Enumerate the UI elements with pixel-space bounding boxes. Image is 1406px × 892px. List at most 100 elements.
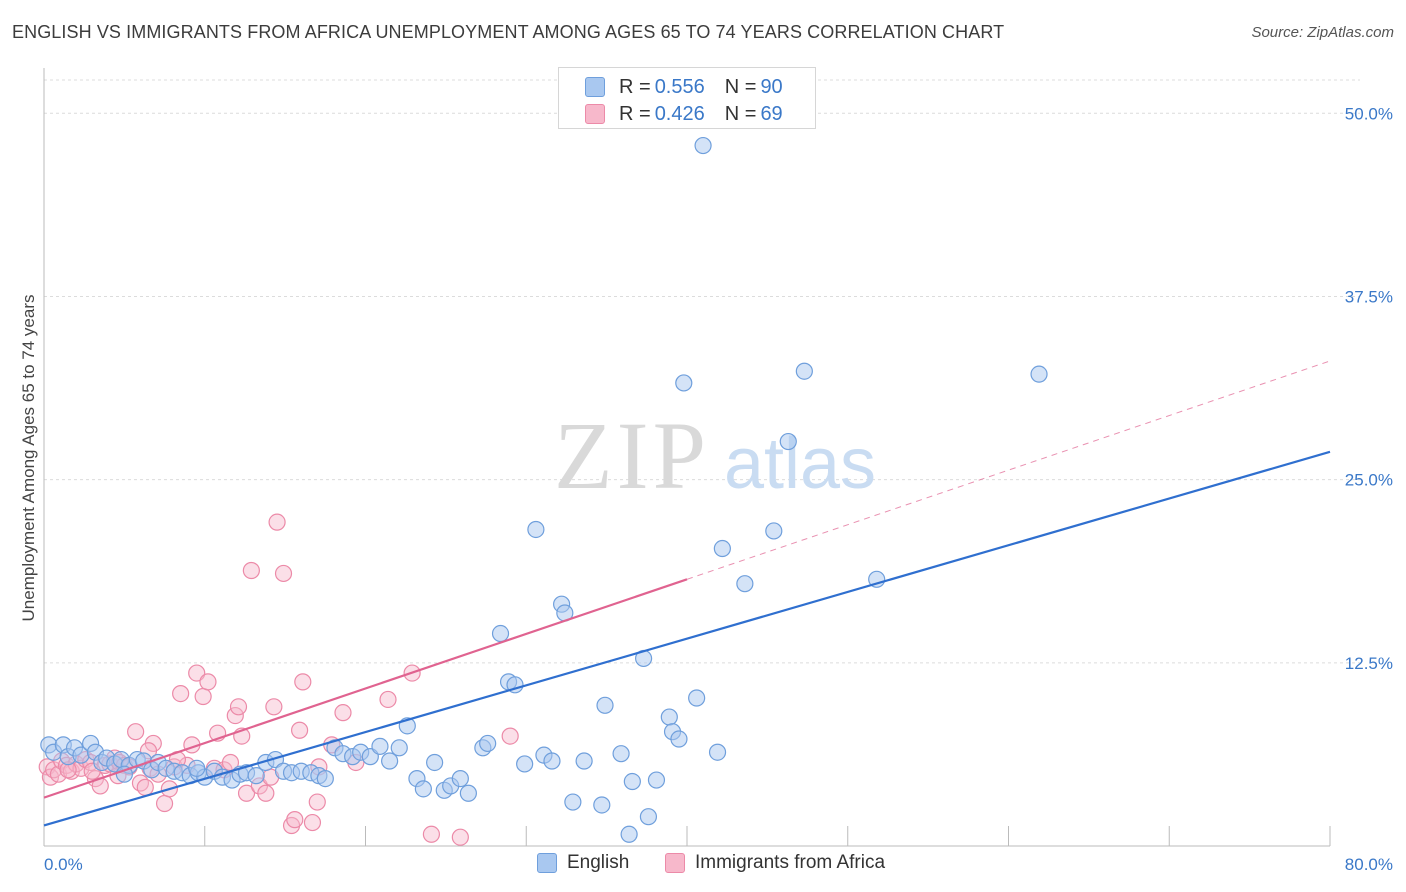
africa-point <box>229 698 248 716</box>
english-point <box>564 793 582 811</box>
africa-point <box>172 684 190 703</box>
english-point <box>188 759 206 777</box>
africa-point <box>422 825 441 843</box>
correlation-legend: R = 0.556 N = 90 R = 0.426 N = 69 <box>558 67 816 129</box>
africa-point <box>257 784 275 802</box>
english-point <box>647 771 666 789</box>
africa-point <box>226 706 244 725</box>
legend-n-value: 69 <box>760 102 783 125</box>
english-point <box>694 136 712 155</box>
y-tick-label: 25.0% <box>1345 471 1393 490</box>
legend-n-value: 90 <box>760 75 783 98</box>
africa-point <box>274 564 293 583</box>
legend-item-africa: Immigrants from Africa <box>665 852 885 874</box>
grid-lines <box>44 79 1360 664</box>
legend-swatch-africa <box>665 853 685 873</box>
africa-point <box>155 794 174 813</box>
english-point <box>459 784 477 802</box>
chart-title: ENGLISH VS IMMIGRANTS FROM AFRICA UNEMPL… <box>12 22 1005 42</box>
y-tick-label: 12.5% <box>1345 654 1393 673</box>
trend-lines <box>43 360 1331 827</box>
africa-point <box>136 778 154 796</box>
africa-point <box>265 698 283 716</box>
africa-points <box>38 513 519 846</box>
africa-point <box>501 727 519 745</box>
english-point <box>736 575 754 593</box>
legend-row-english: R = 0.556 N = 90 <box>585 75 783 99</box>
africa-trend-line <box>43 578 688 799</box>
english-point <box>390 739 408 757</box>
english-point <box>381 752 399 770</box>
english-point <box>593 796 611 814</box>
english-point <box>451 769 469 788</box>
english-point <box>795 362 813 380</box>
legend-swatch-africa <box>585 104 605 124</box>
africa-point <box>308 793 326 811</box>
english-point <box>639 808 658 826</box>
english-point <box>660 708 678 726</box>
english-point <box>575 752 593 770</box>
english-point <box>765 522 783 540</box>
source-label: Source: ZipAtlas.com <box>1251 24 1394 41</box>
legend-r-label: R = <box>619 102 651 125</box>
africa-point <box>199 673 217 691</box>
legend-n-label: N = <box>724 75 757 98</box>
africa-point <box>268 513 286 531</box>
english-point <box>688 689 706 707</box>
y-tick-label: 50.0% <box>1345 104 1393 123</box>
africa-point <box>242 561 260 580</box>
series-legend: English Immigrants from Africa <box>0 852 1406 878</box>
english-point <box>414 780 432 798</box>
english-point <box>596 696 614 714</box>
english-point <box>316 769 334 788</box>
legend-label-africa: Immigrants from Africa <box>695 852 886 873</box>
legend-r-label: R = <box>619 75 651 98</box>
legend-r-value: 0.556 <box>654 75 705 98</box>
watermark: ZIP atlas <box>554 402 876 509</box>
y-tick-label: 37.5% <box>1345 287 1393 306</box>
x-tick-label: 0.0% <box>44 855 83 874</box>
legend-item-english: English <box>537 852 629 874</box>
english-point <box>371 737 389 755</box>
english-point <box>779 432 797 451</box>
africa-point <box>290 721 309 739</box>
africa-trend-extension <box>686 360 1331 580</box>
africa-point <box>303 813 322 832</box>
english-point <box>543 752 561 770</box>
x-tick-label: 80.0% <box>1345 855 1393 874</box>
africa-point <box>294 673 312 691</box>
english-point <box>247 767 265 785</box>
english-point <box>708 743 727 761</box>
watermark-zip: ZIP <box>554 402 710 509</box>
english-point <box>620 825 638 843</box>
africa-point <box>237 784 256 802</box>
legend-r-value: 0.426 <box>654 102 705 125</box>
africa-point <box>451 828 469 846</box>
english-point <box>426 753 444 772</box>
axes <box>43 68 1331 847</box>
legend-swatch-english <box>537 853 557 873</box>
english-point <box>623 772 641 791</box>
english-point <box>516 755 534 773</box>
watermark-atlas: atlas <box>724 424 876 504</box>
english-points <box>40 136 1048 843</box>
english-point <box>527 520 545 539</box>
africa-point <box>286 811 304 829</box>
africa-point <box>379 690 397 709</box>
africa-point <box>127 723 145 741</box>
legend-label-english: English <box>567 852 630 873</box>
english-point <box>675 374 693 392</box>
legend-row-africa: R = 0.426 N = 69 <box>585 102 783 126</box>
africa-point <box>194 687 212 706</box>
english-point <box>479 734 497 753</box>
tick-labels: 12.5% 25.0% 37.5% 50.0% 0.0% 80.0% <box>44 104 1393 874</box>
english-point <box>670 730 688 748</box>
legend-n-label: N = <box>724 102 757 125</box>
africa-point <box>334 704 352 722</box>
english-point <box>1030 365 1048 383</box>
english-point <box>612 745 630 763</box>
english-point <box>713 539 731 558</box>
africa-point <box>188 664 206 682</box>
legend-swatch-english <box>585 77 605 97</box>
